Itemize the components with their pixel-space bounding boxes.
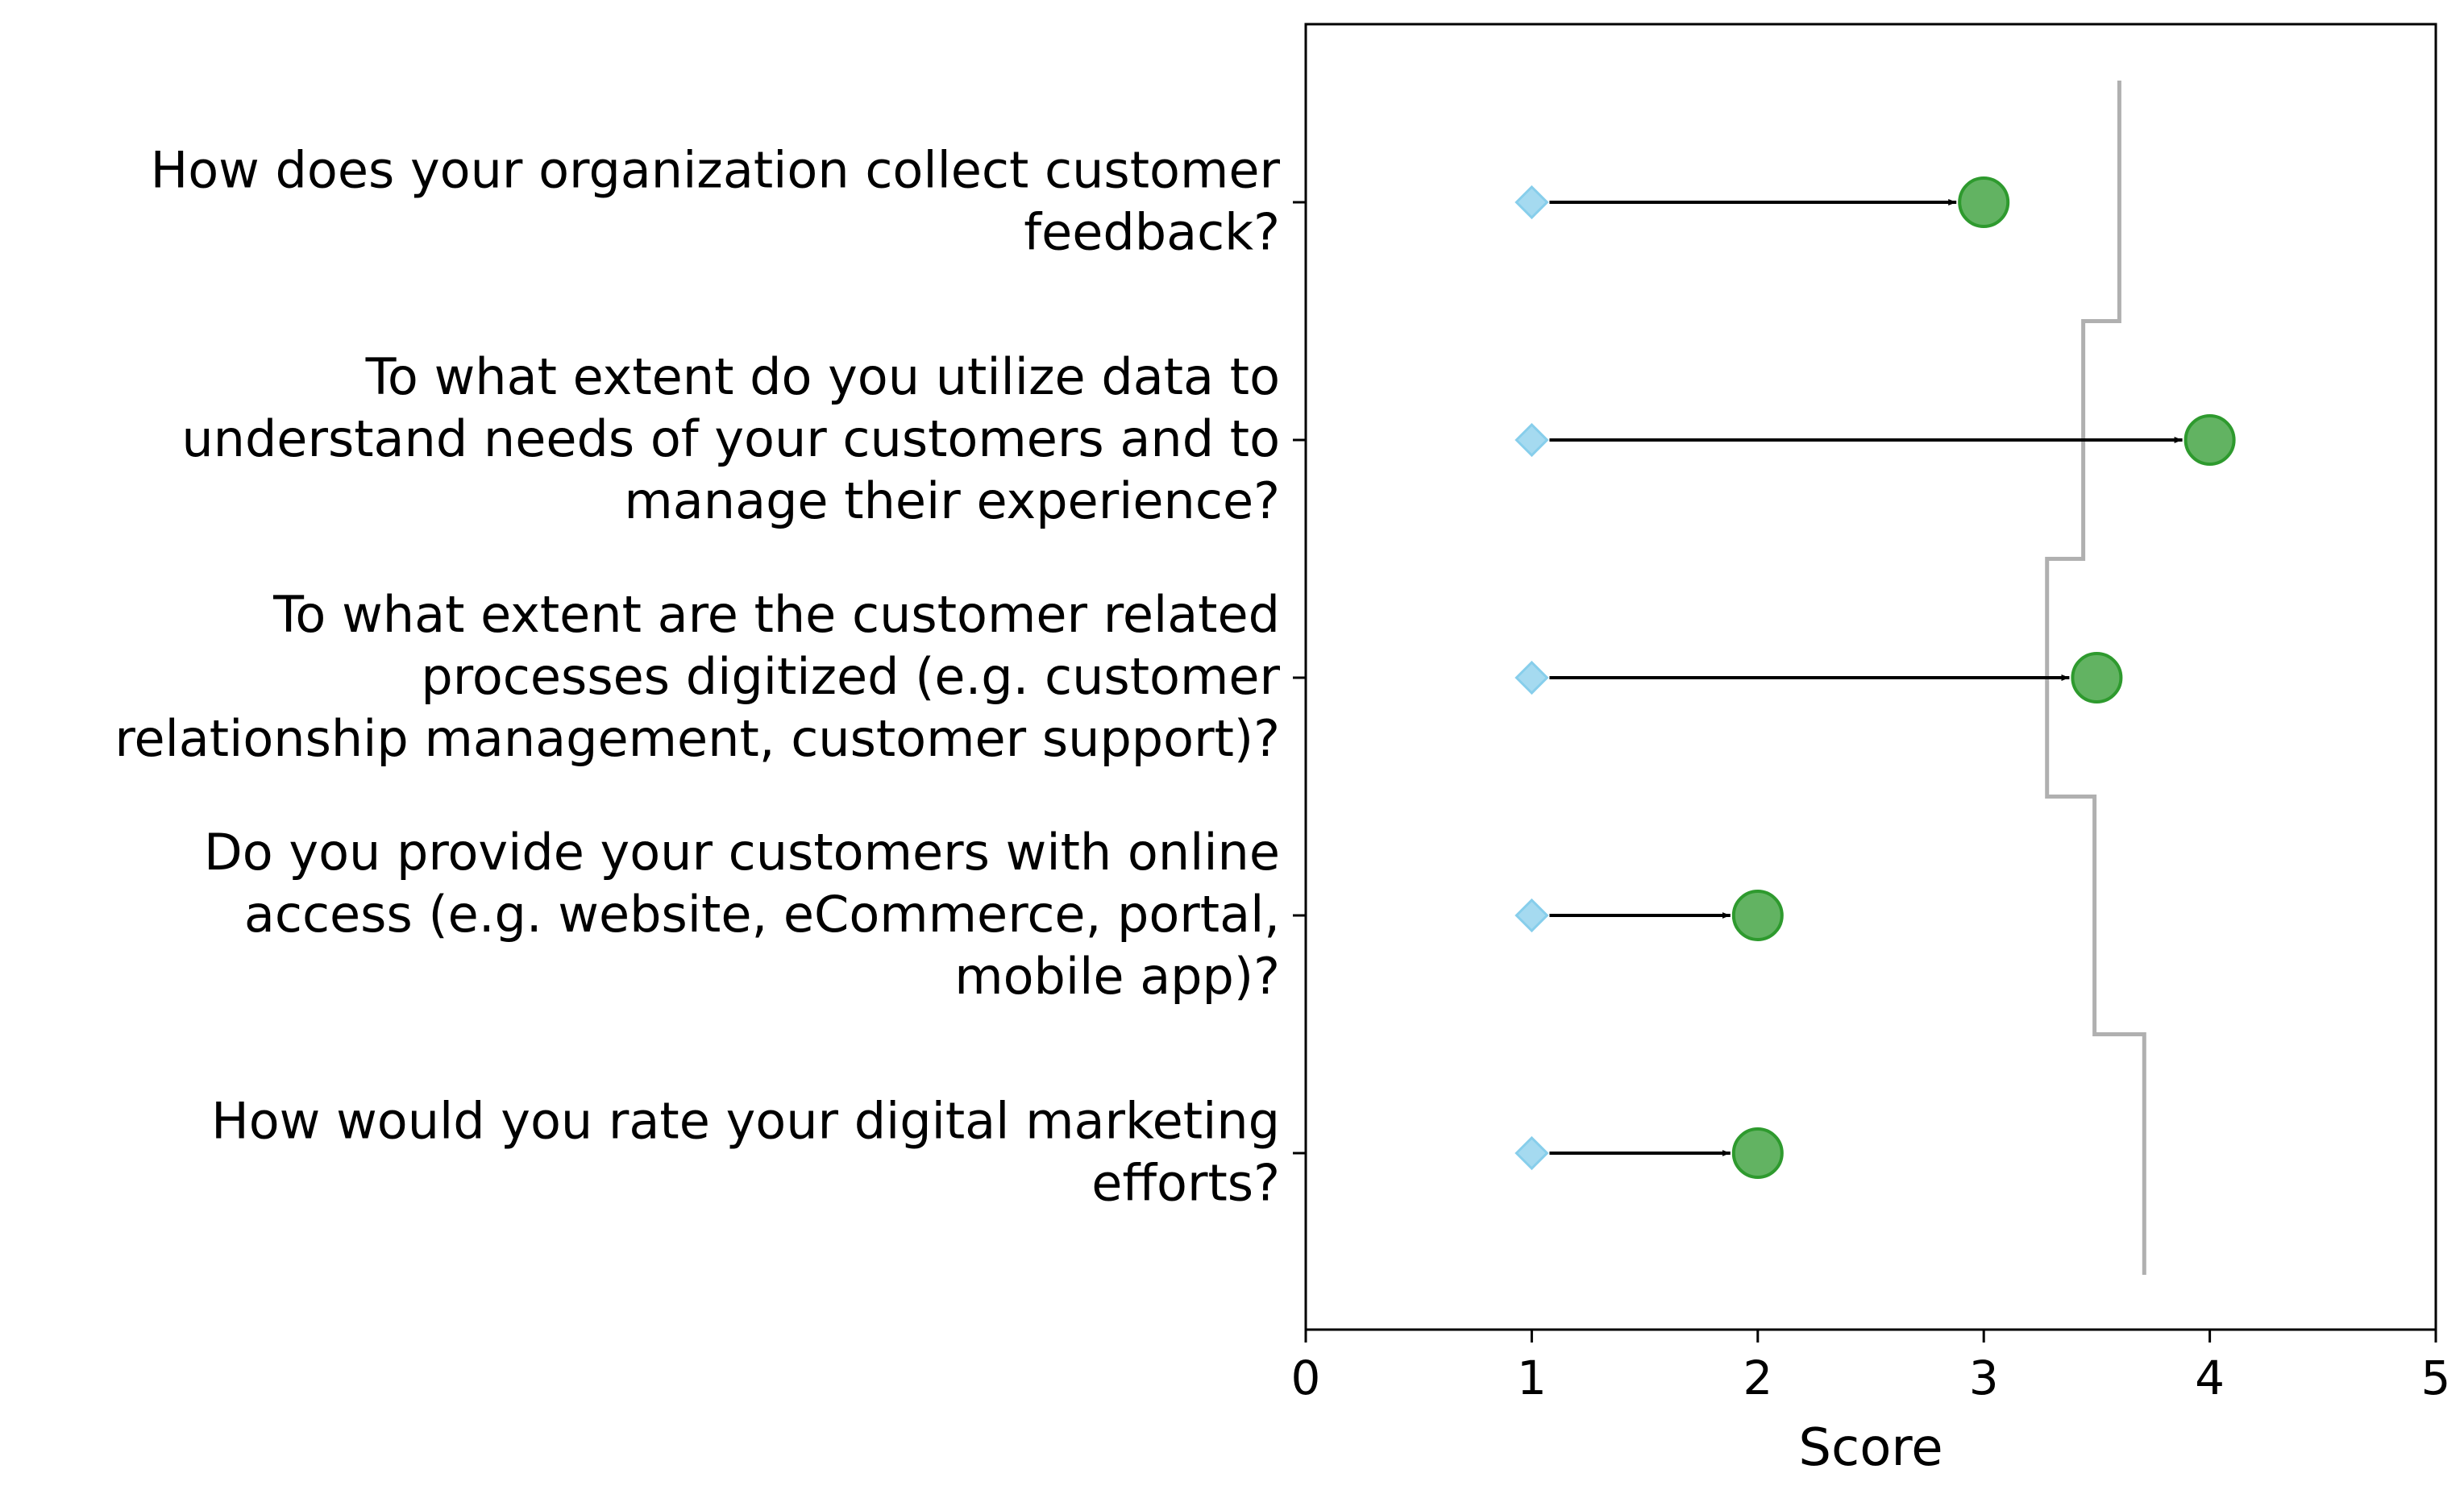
x-axis-ticks: 0 1 2 3 4 5 bbox=[1291, 1330, 2451, 1405]
end-marker-5 bbox=[1731, 1127, 1784, 1179]
end-marker-1 bbox=[1958, 176, 2010, 228]
category-label-line: efforts? bbox=[1091, 1154, 1280, 1213]
category-label-line: mobile app)? bbox=[954, 947, 1280, 1006]
category-label-5: How would you rate your digital marketin… bbox=[211, 1092, 1280, 1213]
category-label-line: Do you provide your customers with onlin… bbox=[204, 823, 1280, 882]
category-labels: How does your organization collect custo… bbox=[114, 141, 1280, 1213]
category-label-3: To what extent are the customer related p… bbox=[114, 585, 1280, 768]
start-marker-3 bbox=[1515, 660, 1549, 695]
end-marker-4 bbox=[1731, 890, 1784, 941]
category-label-line: How would you rate your digital marketin… bbox=[211, 1092, 1280, 1151]
x-tick-label-1: 1 bbox=[1517, 1351, 1547, 1405]
category-label-2: To what extent do you utilize data to und… bbox=[181, 347, 1280, 530]
arrows-group bbox=[1549, 199, 2183, 1156]
x-tick-label-2: 2 bbox=[1743, 1351, 1772, 1405]
start-marker-1 bbox=[1515, 185, 1549, 220]
category-label-4: Do you provide your customers with onlin… bbox=[204, 823, 1280, 1006]
x-tick-label-5: 5 bbox=[2421, 1351, 2451, 1405]
end-marker-2 bbox=[2184, 414, 2236, 466]
end-marker-3 bbox=[2071, 652, 2123, 703]
points-group bbox=[1515, 176, 2236, 1179]
x-tick-label-3: 3 bbox=[1969, 1351, 1999, 1405]
category-label-line: To what extent do you utilize data to bbox=[365, 347, 1280, 406]
category-label-line: To what extent are the customer related bbox=[272, 585, 1280, 644]
start-marker-4 bbox=[1515, 898, 1549, 933]
category-label-line: access (e.g. website, eCommerce, portal, bbox=[244, 885, 1280, 944]
x-tick-label-0: 0 bbox=[1291, 1351, 1321, 1405]
y-axis-ticks bbox=[1293, 201, 1306, 1155]
category-label-line: How does your organization collect custo… bbox=[151, 141, 1281, 200]
category-label-line: manage their experience? bbox=[624, 471, 1280, 530]
category-label-line: understand needs of your customers and t… bbox=[181, 409, 1280, 468]
start-marker-2 bbox=[1515, 422, 1549, 458]
category-label-1: How does your organization collect custo… bbox=[151, 141, 1281, 262]
x-tick-label-4: 4 bbox=[2195, 1351, 2225, 1405]
start-marker-5 bbox=[1515, 1135, 1549, 1171]
category-label-line: feedback? bbox=[1024, 203, 1280, 262]
category-label-line: relationship management, customer suppor… bbox=[114, 709, 1280, 768]
category-label-line: processes digitized (e.g. customer bbox=[421, 647, 1280, 706]
x-axis-title: Score bbox=[1798, 1418, 1943, 1478]
